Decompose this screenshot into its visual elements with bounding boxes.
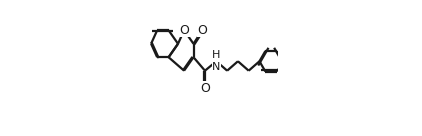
Text: H
N: H N (212, 50, 221, 72)
Text: O: O (179, 24, 189, 37)
Text: O: O (200, 82, 210, 95)
Text: O: O (197, 24, 207, 37)
